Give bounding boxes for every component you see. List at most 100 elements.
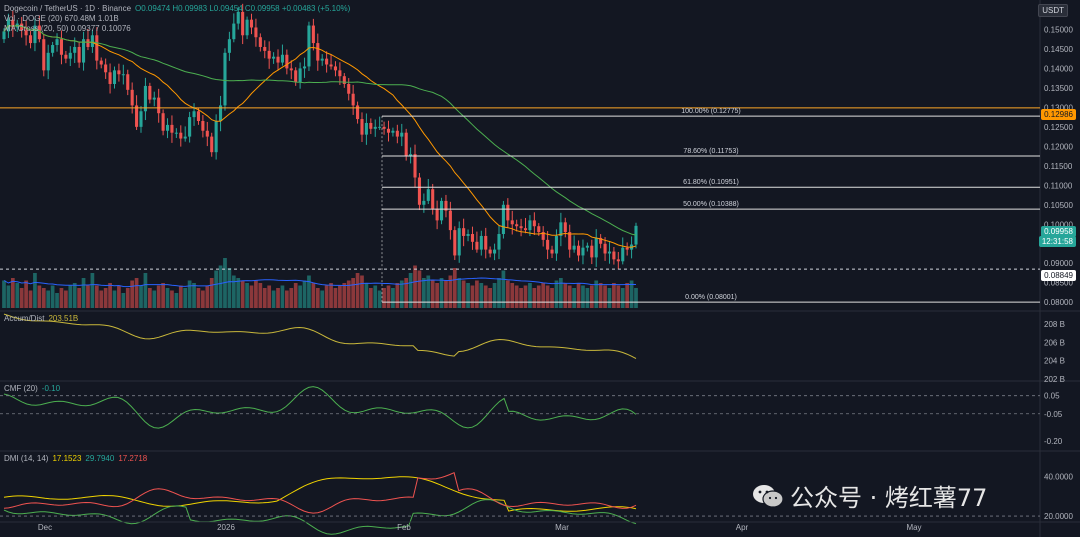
- volume-bar: [24, 280, 28, 308]
- symbol-legend: Dogecoin / TetherUS · 1D · Binance O0.094…: [4, 4, 354, 13]
- volume-bar: [276, 288, 280, 308]
- candle-body: [378, 126, 382, 128]
- volume-bar: [457, 278, 462, 308]
- volume-bar: [368, 288, 373, 308]
- candle-body: [201, 121, 205, 131]
- volume-bar: [351, 278, 356, 308]
- volume-bar: [479, 283, 484, 308]
- candle-body: [196, 111, 201, 122]
- candle-body: [448, 210, 452, 231]
- volume-bar: [355, 273, 360, 308]
- candle-body: [634, 225, 638, 245]
- candle-body: [413, 154, 417, 178]
- level-high-badge: 0.12986: [1041, 109, 1076, 120]
- price-tick-label: 0.13000: [1044, 103, 1073, 112]
- volume-bar: [612, 283, 616, 308]
- price-tick-label: 0.12000: [1044, 142, 1073, 151]
- dmi-tick-label: 40.0000: [1044, 473, 1073, 482]
- volume-bar: [598, 283, 603, 308]
- candle-body: [179, 132, 183, 139]
- cmf-tick-label: -0.20: [1044, 437, 1063, 446]
- candle-body: [382, 126, 386, 129]
- volume-bar: [165, 288, 170, 308]
- volume-bar: [545, 285, 550, 308]
- candle-body: [245, 19, 249, 36]
- volume-bar: [585, 288, 590, 308]
- volume-bar: [15, 283, 20, 308]
- volume-bar: [249, 285, 254, 308]
- price-tick-label: 0.10000: [1044, 220, 1073, 229]
- candle-body: [612, 251, 616, 260]
- volume-bar: [134, 278, 139, 308]
- candle-body: [143, 85, 147, 112]
- volume-bar: [81, 278, 86, 308]
- adl-tick-label: 208 B: [1044, 320, 1065, 329]
- volume-bar: [218, 265, 223, 308]
- countdown-badge: 12:31:58: [1038, 236, 1076, 247]
- candle-body: [108, 72, 112, 84]
- volume-bar: [196, 288, 201, 308]
- candle-body: [347, 83, 351, 94]
- volume-bar: [117, 285, 121, 308]
- price-tick-label: 0.09000: [1044, 259, 1073, 268]
- time-axis-label: 2026: [217, 523, 235, 532]
- candle-body: [77, 46, 81, 63]
- volume-bar: [178, 285, 183, 308]
- candle-body: [294, 70, 298, 83]
- candle-body: [311, 25, 315, 44]
- candle-body: [99, 60, 103, 65]
- time-axis-label: Apr: [736, 523, 749, 532]
- candle-body: [188, 117, 192, 137]
- volume-bar: [125, 288, 130, 308]
- price-tick-label: 0.10500: [1044, 201, 1073, 210]
- candle-body: [541, 232, 545, 240]
- volume-bar: [293, 283, 298, 308]
- currency-button[interactable]: USDT: [1038, 4, 1068, 17]
- volume-ma-line: [3, 277, 637, 288]
- dmi-line: [3, 472, 637, 514]
- candle-body: [135, 105, 139, 127]
- volume-bar: [342, 283, 347, 308]
- candle-body: [462, 228, 466, 236]
- candle-body: [493, 249, 497, 254]
- volume-bar: [634, 288, 638, 308]
- volume-bar: [422, 278, 426, 308]
- candle-body: [333, 66, 338, 71]
- volume-bar: [395, 283, 400, 308]
- volume-bar: [377, 290, 382, 308]
- candle-body: [621, 247, 625, 262]
- candle-body: [280, 54, 284, 63]
- volume-bar: [492, 283, 497, 308]
- candle-body: [64, 54, 68, 59]
- candle-body: [55, 39, 59, 46]
- volume-bar: [55, 293, 59, 308]
- candle-body: [276, 56, 280, 63]
- volume-bar: [77, 288, 81, 308]
- volume-bar: [567, 285, 572, 308]
- volume-bar: [444, 280, 448, 308]
- volume-bar: [214, 270, 218, 308]
- candle-body: [272, 56, 276, 59]
- volume-bar: [346, 280, 351, 308]
- candle-body: [351, 93, 355, 106]
- volume-bar: [94, 285, 99, 308]
- candle-body: [258, 37, 262, 47]
- volume-bar: [413, 265, 417, 308]
- volume-bar: [280, 285, 285, 308]
- candle-body: [439, 200, 444, 221]
- price-tick-label: 0.08000: [1044, 298, 1073, 307]
- cmf-value: -0.10: [41, 384, 61, 393]
- candle-body: [360, 119, 364, 135]
- candle-body: [546, 239, 550, 250]
- candle-body: [426, 189, 430, 201]
- volume-bar: [572, 288, 576, 308]
- candle-body: [532, 220, 536, 227]
- time-axis-label: Feb: [397, 523, 411, 532]
- price-tick-label: 0.12500: [1044, 123, 1073, 132]
- dmi-adx-value: 17.1523: [52, 454, 82, 463]
- candle-body: [435, 208, 439, 221]
- volume-bar: [576, 283, 581, 308]
- volume-bar: [315, 288, 320, 308]
- volume-bar: [338, 285, 342, 308]
